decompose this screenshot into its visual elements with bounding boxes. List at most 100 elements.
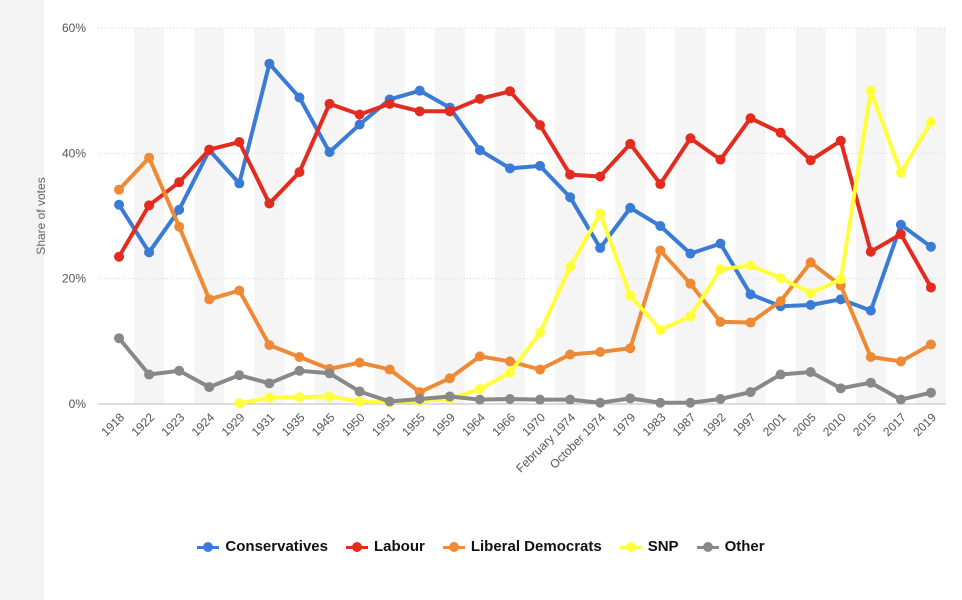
data-point-liberal-democrats [354,357,365,368]
data-point-other [354,386,365,397]
data-point-labour [114,251,125,262]
data-point-labour [324,98,335,109]
data-point-conservatives [234,178,245,189]
column-band [194,28,225,404]
data-point-conservatives [294,92,305,103]
data-point-liberal-democrats [535,364,546,375]
data-point-labour [745,113,756,124]
data-point-labour [865,246,876,257]
data-point-snp [775,273,786,284]
data-point-liberal-democrats [384,364,395,375]
data-point-liberal-democrats [114,184,125,195]
x-tick-label: 1922 [128,410,157,439]
data-point-conservatives [474,145,485,156]
data-point-conservatives [625,202,636,213]
data-point-conservatives [114,199,125,210]
data-point-other [234,370,245,381]
y-tick-label: 40% [62,146,86,160]
data-point-snp [715,264,726,275]
data-point-snp [535,327,546,338]
data-point-conservatives [925,241,936,252]
data-point-liberal-democrats [595,346,606,357]
data-point-labour [234,137,245,148]
series-line-snp [237,88,933,406]
x-tick-label: 1955 [399,410,428,439]
series-line-other [117,336,933,405]
legend-label: Liberal Democrats [470,538,602,555]
x-tick-label: 1918 [98,410,127,439]
legend-label: Labour [373,538,425,555]
data-point-snp [354,396,365,407]
series-line-labour [117,89,933,290]
data-point-snp [565,261,576,272]
data-point-other [925,387,936,398]
data-point-labour [565,169,576,180]
x-tick-label: 1945 [309,410,338,439]
x-tick-label: 1929 [219,410,248,439]
data-point-snp [895,167,906,178]
column-band [735,28,766,404]
data-point-other [474,394,485,405]
legend-item-snp[interactable]: SNP [619,538,679,555]
data-point-liberal-democrats [805,257,816,268]
legend-label: Conservatives [225,538,328,555]
data-point-snp [504,367,515,378]
column-band [675,28,706,404]
data-point-other [895,394,906,405]
x-tick-label: 2010 [820,410,849,439]
x-tick-labels: 1918 1922 1923 1924 1929 1931 1935 1945 1950 1951… [98,410,939,475]
data-point-other [625,393,636,404]
data-point-conservatives [865,305,876,316]
data-point-conservatives [595,242,606,253]
data-point-labour [444,106,455,117]
x-tick-label: 1966 [489,410,518,439]
x-tick-label: 1964 [459,410,488,439]
data-point-conservatives [745,289,756,300]
data-point-snp [925,117,936,127]
data-point-conservatives [685,248,696,259]
data-point-snp [595,208,606,219]
data-point-labour [174,177,185,188]
data-point-liberal-democrats [715,316,726,327]
data-point-liberal-democrats [775,296,786,307]
x-tick-label: 2001 [760,410,789,439]
data-point-labour [835,135,846,146]
column-band [494,28,525,404]
data-point-other [504,393,515,404]
x-tick-label: 1923 [159,410,188,439]
left-margin-strip [0,0,44,600]
data-point-liberal-democrats [655,245,666,256]
x-tick-label: 1959 [429,410,458,439]
x-tick-label: 1950 [339,410,368,439]
y-axis-title: Share of votes [34,177,48,254]
data-point-liberal-democrats [895,356,906,367]
data-point-conservatives [715,238,726,249]
data-point-labour [775,127,786,138]
x-tick-label: 1951 [369,410,398,439]
legend-item-conservatives[interactable]: Conservatives [197,538,328,555]
column-band [795,28,826,404]
data-point-conservatives [174,204,185,215]
x-tick-label: 1992 [700,410,729,439]
column-band [314,28,345,404]
data-point-liberal-democrats [685,278,696,289]
legend-marker-icon [345,541,368,552]
data-point-other [745,387,756,398]
data-point-liberal-democrats [444,373,455,384]
data-point-labour [294,167,305,178]
legend-label: Other [724,538,765,555]
x-tick-label: 1935 [279,410,308,439]
data-point-labour [264,198,275,209]
legend-item-other[interactable]: Other [696,538,765,555]
data-point-labour [204,144,215,155]
data-point-liberal-democrats [504,356,515,367]
legend-item-liberal-democrats[interactable]: Liberal Democrats [442,538,602,555]
series-line-conservatives [117,61,933,313]
legend-item-labour[interactable]: Labour [345,538,425,555]
series-snp [234,85,936,409]
data-point-labour [925,282,936,293]
data-point-other [444,391,455,402]
data-point-conservatives [504,163,515,174]
